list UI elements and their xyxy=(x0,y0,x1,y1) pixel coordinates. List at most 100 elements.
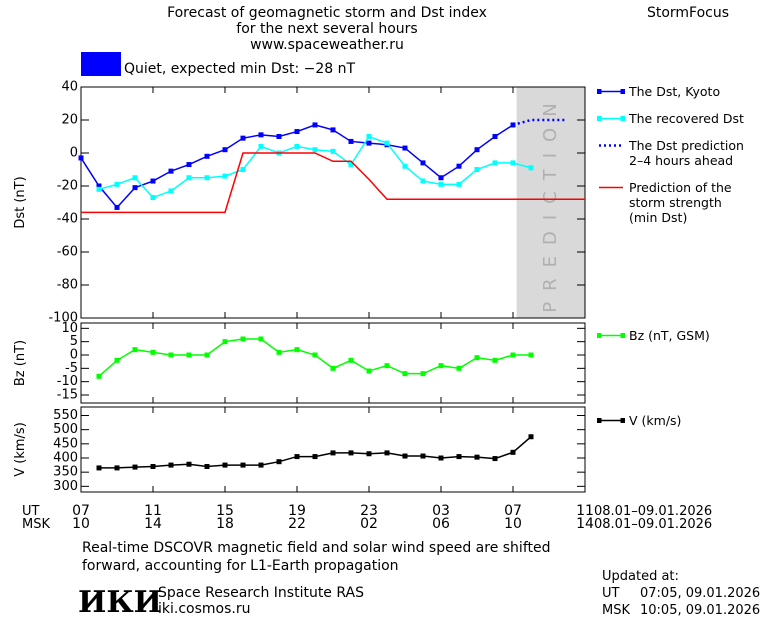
point xyxy=(132,347,138,353)
logo: ИКИ xyxy=(78,585,162,620)
point xyxy=(132,185,138,191)
legend: The Dst, Kyoto The recovered Dst The Dst p… xyxy=(597,84,744,225)
point xyxy=(240,336,246,342)
msk-range: 08.01–09.01.2026 xyxy=(594,517,712,532)
legend: V (km/s) xyxy=(597,413,681,428)
plot-frame xyxy=(80,406,586,493)
y-tick-label: 550 xyxy=(53,408,78,423)
point xyxy=(366,451,372,457)
point xyxy=(420,160,426,166)
point xyxy=(456,365,462,371)
point xyxy=(420,371,426,377)
legend-entry: V (km/s) xyxy=(597,413,681,428)
series-line xyxy=(80,124,514,209)
point xyxy=(528,352,534,358)
legend-marker xyxy=(620,89,625,94)
point xyxy=(312,122,318,128)
y-axis-label: Bz (nT) xyxy=(13,340,28,386)
x-tick-label: 07 xyxy=(504,503,522,519)
legend-label: V (km/s) xyxy=(629,413,682,428)
plot-frame xyxy=(80,322,586,404)
updated: Updated at: xyxy=(602,569,679,584)
legend-swatch xyxy=(599,186,623,189)
point xyxy=(384,140,390,146)
point xyxy=(456,181,462,187)
legend-marker xyxy=(597,418,602,423)
y-tick-label: 500 xyxy=(53,422,78,437)
point xyxy=(150,195,156,201)
legend-marker xyxy=(620,116,625,121)
title: Forecast of geomagnetic storm and Dst in… xyxy=(167,5,487,21)
legend-marker xyxy=(620,333,625,338)
point xyxy=(330,148,336,154)
status: Quiet, expected min Dst: −28 nT xyxy=(124,61,356,77)
legend-entry: The Dst prediction 2–4 hours ahead xyxy=(597,138,744,168)
point xyxy=(240,167,246,172)
legend-swatch xyxy=(597,116,625,121)
legend: Bz (nT, GSM) xyxy=(597,328,710,343)
point xyxy=(348,162,354,168)
point xyxy=(510,352,516,358)
x-tick-label: 10 xyxy=(72,516,90,532)
legend-label: Prediction of the storm strength (min Ds… xyxy=(629,180,732,225)
x-tick-label: 15 xyxy=(216,503,234,519)
legend-entry: Prediction of the storm strength (min Ds… xyxy=(597,180,744,225)
x-tick-label: 14 xyxy=(144,516,162,532)
point xyxy=(114,204,120,210)
point xyxy=(294,143,300,149)
y-tick-label: -10 xyxy=(57,374,78,389)
series-line xyxy=(512,118,567,127)
series-line xyxy=(99,436,532,469)
point xyxy=(312,352,318,358)
x-tick-label: 14 xyxy=(576,516,594,532)
point xyxy=(204,153,210,159)
legend-marker xyxy=(620,418,625,423)
point xyxy=(474,167,480,172)
point xyxy=(474,355,480,361)
point xyxy=(438,363,444,369)
y-tick-label: -40 xyxy=(57,212,78,227)
legend-marker xyxy=(597,333,602,338)
x-tick-label: 11 xyxy=(576,503,594,519)
point xyxy=(150,178,156,184)
y-tick-label: -20 xyxy=(57,179,78,194)
point xyxy=(456,454,462,460)
point xyxy=(96,465,102,471)
point xyxy=(474,454,480,460)
point xyxy=(384,450,390,456)
point xyxy=(330,365,336,371)
prediction-region xyxy=(516,87,585,318)
point xyxy=(186,175,192,181)
x-tick-label: 07 xyxy=(72,503,90,519)
status-box xyxy=(81,52,121,76)
point xyxy=(258,336,264,342)
x-tick-label: 23 xyxy=(360,503,378,519)
point xyxy=(492,160,498,166)
point xyxy=(168,352,174,358)
point xyxy=(294,454,300,460)
legend-marker xyxy=(597,89,602,94)
point xyxy=(510,160,516,166)
point xyxy=(276,349,282,355)
point xyxy=(168,462,174,468)
point xyxy=(276,134,282,139)
prediction-label: PREDICTION xyxy=(540,92,561,312)
y-tick-label: -80 xyxy=(57,278,78,293)
point xyxy=(150,464,156,469)
point xyxy=(114,465,120,471)
y-axis-label: V (km/s) xyxy=(13,422,28,477)
point xyxy=(312,147,318,153)
point xyxy=(528,165,534,171)
point xyxy=(420,178,426,184)
point xyxy=(168,188,174,194)
updated-msk: 10:05, 09.01.2026 xyxy=(640,603,760,618)
legend-entry: Bz (nT, GSM) xyxy=(597,328,710,343)
legend-label: The recovered Dst xyxy=(629,111,744,126)
point xyxy=(258,132,264,138)
x-tick-label: 10 xyxy=(504,516,522,532)
site: iki.cosmos.ru xyxy=(158,601,250,617)
y-tick-label: 400 xyxy=(53,451,78,466)
point xyxy=(114,357,120,363)
legend-swatch xyxy=(597,418,625,423)
point xyxy=(78,155,84,161)
